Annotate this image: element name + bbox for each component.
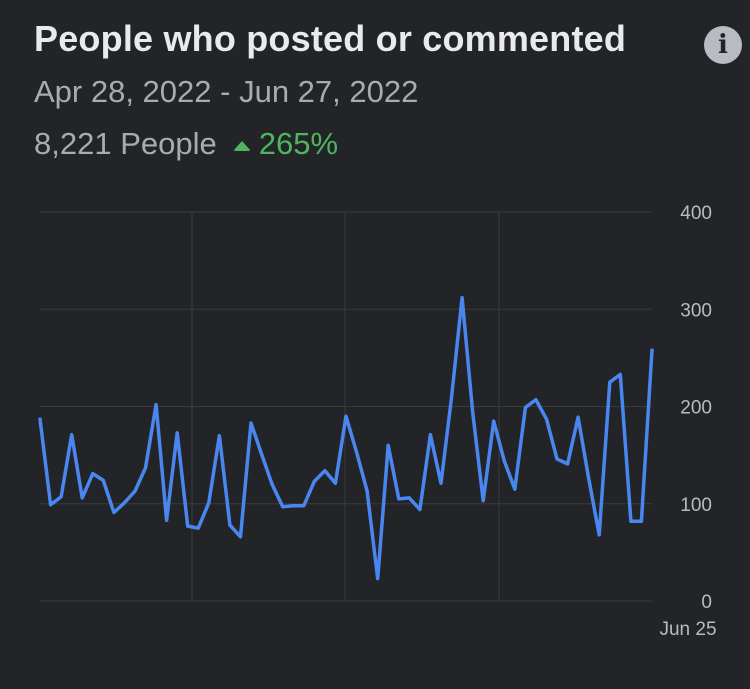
info-icon[interactable]: i — [704, 26, 742, 64]
up-arrow-icon — [232, 141, 251, 151]
people-count: 8,221 People — [34, 126, 217, 161]
y-tick-label: 400 — [680, 203, 712, 224]
y-tick-label: 200 — [680, 398, 712, 419]
y-tick-label: 300 — [680, 300, 712, 321]
y-tick-label: 100 — [680, 495, 712, 516]
date-range: Apr 28, 2022 - Jun 27, 2022 — [34, 74, 419, 109]
change-percent: 265% — [258, 126, 339, 161]
page-title: People who posted or commented — [34, 18, 627, 59]
y-tick-label: 0 — [701, 592, 712, 613]
line-chart: 0 100 200 300 400 Jun 25 — [38, 203, 717, 640]
stats-row: 8,221 People 265% — [34, 126, 338, 162]
series-line — [38, 295, 654, 581]
x-tick-label: Jun 25 — [659, 619, 716, 640]
